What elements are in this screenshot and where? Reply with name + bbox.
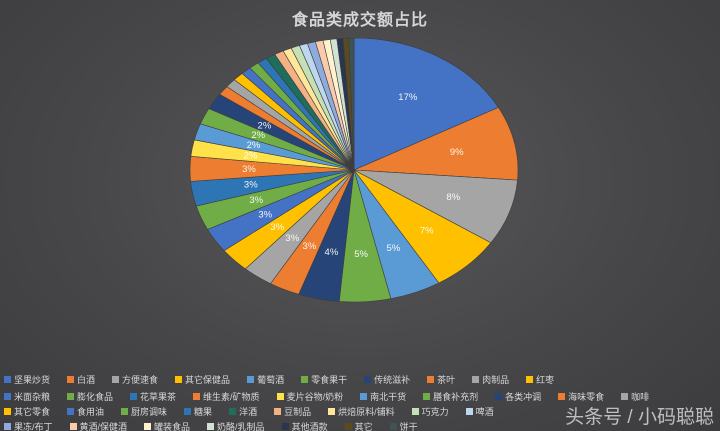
svg-text:3%: 3% xyxy=(249,195,263,206)
svg-text:3%: 3% xyxy=(285,233,299,244)
svg-text:2%: 2% xyxy=(247,140,261,151)
svg-text:3%: 3% xyxy=(303,241,317,252)
svg-text:3%: 3% xyxy=(244,180,258,191)
svg-text:3%: 3% xyxy=(258,210,272,221)
svg-text:5%: 5% xyxy=(354,249,368,260)
svg-text:2%: 2% xyxy=(251,130,265,141)
svg-text:17%: 17% xyxy=(398,92,418,103)
svg-text:2%: 2% xyxy=(258,121,272,132)
svg-text:3%: 3% xyxy=(242,164,256,175)
svg-text:3%: 3% xyxy=(270,222,284,233)
svg-text:7%: 7% xyxy=(420,225,434,236)
svg-text:9%: 9% xyxy=(450,147,464,158)
svg-text:2%: 2% xyxy=(244,150,258,161)
svg-text:5%: 5% xyxy=(387,243,401,254)
svg-text:8%: 8% xyxy=(446,192,460,203)
svg-text:4%: 4% xyxy=(325,247,339,258)
